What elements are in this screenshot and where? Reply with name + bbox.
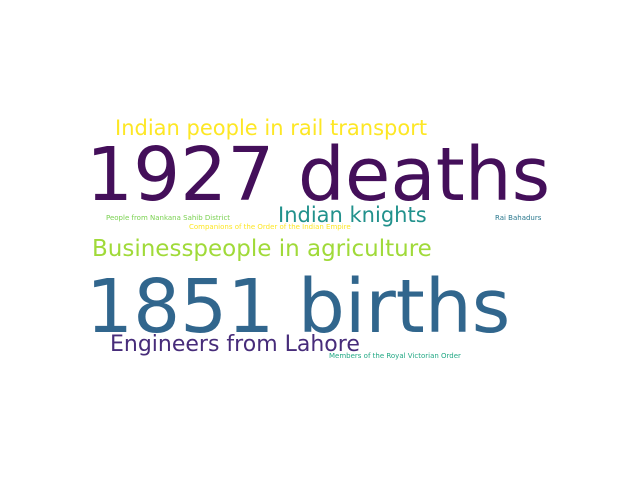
word-indian-knights: Indian knights (278, 203, 427, 227)
word-1851-births: 1851 births (86, 264, 511, 350)
word-companions-of-the-order-of-the-indian-empire: Companions of the Order of the Indian Em… (189, 223, 351, 231)
word-engineers-from-lahore: Engineers from Lahore (110, 332, 360, 357)
word-indian-people-in-rail-transport: Indian people in rail transport (115, 116, 428, 140)
word-1927-deaths: 1927 deaths (86, 132, 551, 218)
word-people-from-nankana-sahib-district: People from Nankana Sahib District (106, 214, 231, 222)
word-members-of-the-royal-victorian-order: Members of the Royal Victorian Order (329, 352, 461, 360)
word-businesspeople-in-agriculture: Businesspeople in agriculture (92, 236, 432, 262)
word-rai-bahadurs: Rai Bahadurs (495, 214, 542, 222)
